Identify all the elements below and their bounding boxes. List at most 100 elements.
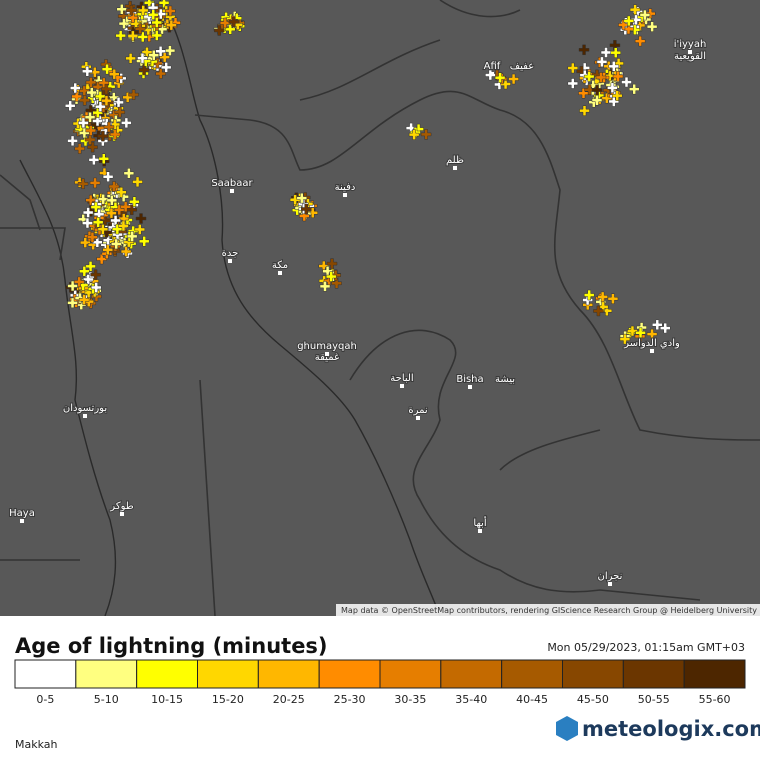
lightning-strike: [629, 24, 641, 35]
lightning-strike: [118, 18, 130, 29]
lightning-strike: [106, 195, 118, 206]
lightning-strike: [137, 5, 149, 16]
lightning-strike: [114, 106, 126, 118]
lightning-strike: [609, 40, 621, 51]
place-dot: [343, 193, 347, 197]
place-label: عفيف: [510, 61, 534, 72]
place-label: Afif: [484, 61, 501, 72]
legend-swatch: [379, 659, 442, 689]
lightning-strike: [88, 154, 100, 166]
lightning-strike: [420, 129, 432, 140]
legend-label: 5-10: [94, 693, 119, 706]
lightning-strike: [147, 2, 159, 13]
lightning-strike: [219, 17, 231, 29]
place-label: أبها: [473, 516, 486, 529]
place-dot: [608, 582, 612, 586]
place-label: مكة: [272, 260, 288, 271]
legend-label: 25-30: [334, 693, 366, 706]
brand: meteologix.com: [582, 717, 760, 741]
place-label: Bisha: [456, 374, 483, 385]
lightning-strike: [123, 168, 135, 179]
border: [0, 174, 66, 261]
lightning-strike: [576, 66, 587, 77]
lightning-strike: [583, 71, 595, 82]
place-dot: [228, 259, 232, 263]
lightning-strike: [646, 21, 658, 32]
lightning-strike: [118, 213, 130, 224]
lightning-strike: [79, 95, 90, 106]
lightning-strike: [325, 271, 337, 282]
legend-swatch: [622, 659, 685, 689]
lightning-strike: [639, 9, 651, 21]
lightning-strike: [92, 217, 104, 228]
lightning-strike: [70, 82, 81, 94]
lightning-strike: [591, 76, 602, 87]
legend-label: 45-50: [577, 693, 609, 706]
lightning-strike: [82, 66, 93, 77]
lightning-strike: [166, 19, 177, 31]
place-label: ghumayqah: [297, 341, 357, 352]
lightning-strike: [89, 66, 101, 78]
lightning-strike: [85, 125, 97, 136]
lightning-strike: [164, 45, 176, 56]
lightning-strike: [125, 53, 136, 64]
lightning-strike: [89, 177, 101, 189]
lightning-strike: [319, 281, 331, 292]
lightning-strike: [232, 19, 243, 30]
lightning-strike: [508, 73, 519, 85]
lightning-strike: [90, 282, 102, 293]
lightning-strike: [165, 5, 176, 17]
place-label: وادي الدواسر: [623, 338, 680, 349]
place-dot: [20, 519, 24, 523]
legend-swatch: [501, 659, 563, 689]
lightning-strike: [623, 15, 635, 27]
lightning-strike: [98, 77, 110, 89]
place-label: نمرة: [408, 405, 427, 416]
legend-swatch: [318, 659, 381, 689]
lightning-strike: [618, 19, 629, 31]
lightning-strike: [120, 201, 131, 213]
place-dot: [416, 416, 420, 420]
place-dot: [650, 349, 654, 353]
place-label: بيشة: [495, 374, 515, 385]
lightning-strike: [82, 207, 94, 218]
place-label: جدة: [222, 248, 239, 259]
legend-label: 50-55: [638, 693, 670, 706]
lightning-strike: [83, 274, 94, 285]
lightning-strike: [128, 89, 139, 100]
lightning-strike: [74, 143, 85, 154]
location: Makkah: [15, 738, 58, 751]
lightning-strike: [101, 95, 112, 106]
legend-label: 40-45: [516, 693, 548, 706]
place-dot: [468, 385, 472, 389]
lightning-strike: [611, 90, 623, 101]
lightning-strike: [612, 71, 624, 82]
lightning-strike: [300, 203, 312, 215]
lightning-strike: [102, 171, 114, 182]
lightning-strike: [629, 4, 641, 15]
lightning-strike: [132, 176, 143, 188]
border: [299, 0, 601, 471]
lightning-strike: [607, 82, 618, 94]
legend-swatch: [440, 659, 503, 689]
lightning-strike: [610, 47, 621, 58]
lightning-strike: [595, 72, 607, 83]
lightning-strike: [567, 78, 579, 89]
lightning-strike: [578, 44, 590, 56]
lightning-strike: [621, 76, 632, 88]
lightning-strike: [129, 196, 140, 207]
lightning-strike: [120, 246, 132, 257]
lightning-strike: [67, 135, 78, 147]
lightning-strike: [583, 289, 595, 301]
attribution: Map data © OpenStreetMap contributors, r…: [341, 606, 757, 615]
lightning-strike: [121, 117, 132, 129]
place-dot: [230, 189, 234, 193]
lightning-strike: [619, 333, 631, 345]
place-dot: [688, 50, 692, 54]
logo: meteologix.com: [556, 716, 760, 741]
lightning-strike: [652, 319, 663, 331]
lightning-strike: [158, 0, 170, 9]
lightning-strike: [97, 130, 109, 142]
